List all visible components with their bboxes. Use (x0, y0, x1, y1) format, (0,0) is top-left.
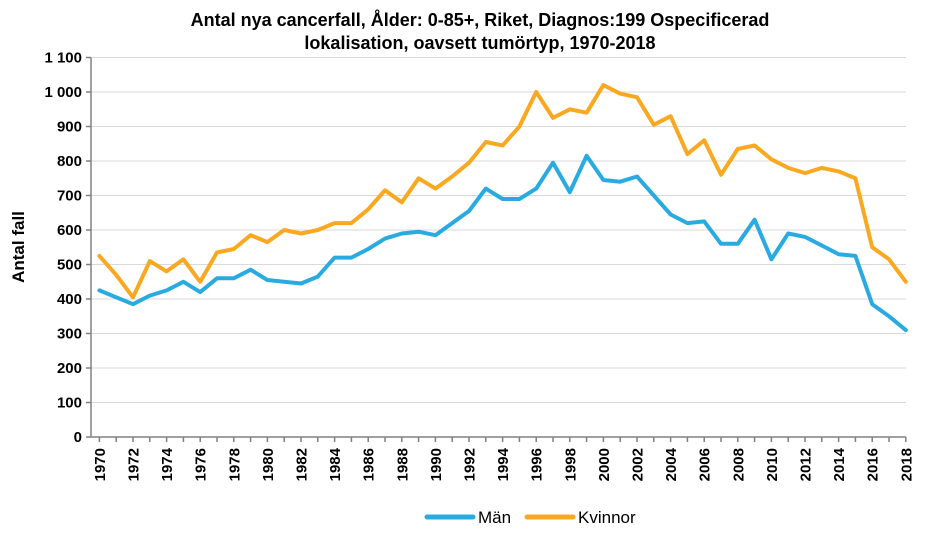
x-tick-label: 1978 (226, 448, 243, 481)
legend-item-kvinnor[interactable]: Kvinnor (524, 508, 636, 527)
x-tick-label: 1998 (562, 448, 579, 481)
y-tick-label: 1 000 (44, 84, 82, 101)
y-tick-label: 400 (57, 291, 82, 308)
x-tick-label: 2014 (831, 447, 848, 481)
y-tick-label: 200 (57, 360, 82, 377)
x-tick-label: 1972 (126, 448, 143, 481)
y-tick-label: 1 100 (44, 50, 82, 67)
x-tick-label: 1994 (495, 447, 512, 481)
y-tick-labels: 0 100 200 300 400 500 600 700 800 900 1 000 1 100 (44, 50, 82, 447)
y-tick-label: 700 (57, 188, 82, 205)
x-tick-label: 2008 (730, 448, 747, 481)
legend-item-män[interactable]: Män (424, 508, 511, 527)
x-tick-label: 1974 (159, 447, 176, 481)
x-tick-label: 1984 (327, 447, 344, 481)
x-tick-label: 2006 (697, 448, 714, 481)
legend: Män Kvinnor (424, 508, 636, 527)
x-tick-label: 1970 (92, 448, 109, 481)
legend-label-kvinnor: Kvinnor (578, 508, 636, 527)
series-line-kvinnor (97, 83, 908, 300)
y-tick-label: 0 (74, 429, 82, 446)
chart-title-line-1: Antal nya cancerfall, Ålder: 0-85+, Rike… (191, 10, 770, 30)
x-tick-label: 2012 (798, 448, 815, 481)
x-tick-label: 1996 (529, 448, 546, 481)
x-tick-label: 1982 (294, 448, 311, 481)
y-tick-label: 100 (57, 395, 82, 412)
x-tick-label: 2018 (898, 448, 915, 481)
series-lines (97, 83, 908, 333)
axes (86, 56, 907, 442)
y-tick-label: 600 (57, 222, 82, 239)
y-tick-label: 300 (57, 326, 82, 343)
y-tick-label: 900 (57, 119, 82, 136)
x-tick-label: 2016 (865, 448, 882, 481)
x-tick-label: 1976 (193, 448, 210, 481)
y-axis-title: Antal fall (9, 211, 28, 283)
y-tick-label: 500 (57, 257, 82, 274)
x-tick-label: 1990 (428, 448, 445, 481)
y-tick-label: 800 (57, 153, 82, 170)
x-tick-label: 1980 (260, 448, 277, 481)
x-tick-label: 2000 (596, 448, 613, 481)
x-tick-label: 1988 (394, 448, 411, 481)
x-tick-label: 1992 (462, 448, 479, 481)
chart-title-line-2: lokalisation, oavsett tumörtyp, 1970-201… (304, 33, 655, 53)
series-line-män (97, 153, 908, 333)
legend-label-män: Män (478, 508, 511, 527)
x-tick-label: 2010 (764, 448, 781, 481)
x-tick-label: 1986 (361, 448, 378, 481)
gridlines (91, 57, 906, 403)
x-tick-label: 2004 (663, 447, 680, 481)
x-tick-label: 2002 (630, 448, 647, 481)
x-tick-labels: 1970 1972 1974 1976 1978 1980 1982 1984 1986 1988… (92, 447, 915, 481)
